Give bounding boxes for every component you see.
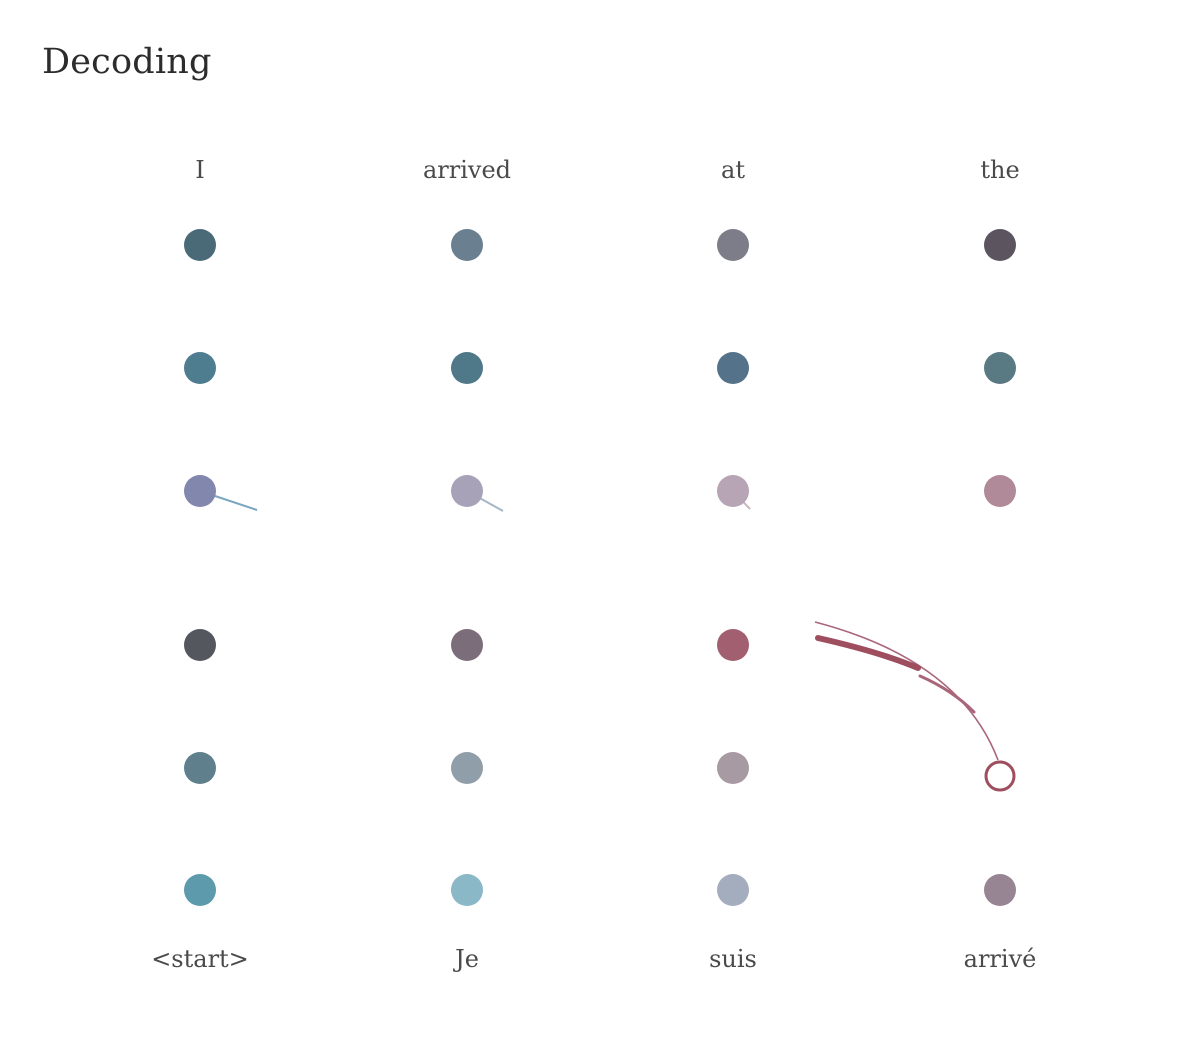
- active-decoder-node: [984, 760, 1016, 792]
- hidden-state-grid: [184, 229, 1016, 906]
- attention-links: [199, 490, 1001, 512]
- state-node: [451, 229, 483, 261]
- state-node: [984, 229, 1016, 261]
- bottom-word: <start>: [151, 945, 249, 973]
- state-node: [184, 475, 216, 507]
- top-word: the: [980, 156, 1019, 184]
- state-node: [984, 352, 1016, 384]
- state-node: [451, 629, 483, 661]
- bottom-word: arrivé: [964, 945, 1037, 973]
- state-node: [717, 629, 749, 661]
- bottom-word: Je: [452, 945, 479, 973]
- page-title: Decoding: [42, 42, 212, 82]
- attention-arc: [918, 674, 976, 714]
- state-node: [717, 229, 749, 261]
- state-node: [984, 475, 1016, 507]
- state-node: [717, 352, 749, 384]
- top-word-row: I arrived at the: [195, 156, 1019, 184]
- state-node: [717, 874, 749, 906]
- state-node: [184, 629, 216, 661]
- state-node: [184, 352, 216, 384]
- top-word: at: [721, 156, 745, 184]
- top-word: I: [195, 156, 204, 184]
- state-node: [451, 874, 483, 906]
- state-node: [184, 229, 216, 261]
- bottom-word-row: <start> Je suis arrivé: [151, 945, 1036, 973]
- state-node: [451, 352, 483, 384]
- state-node: [984, 874, 1016, 906]
- state-node: [717, 475, 749, 507]
- attention-arcs: [814, 621, 999, 761]
- state-node: [184, 752, 216, 784]
- state-node: [184, 874, 216, 906]
- bottom-word: suis: [709, 945, 757, 973]
- attention-arc: [815, 635, 921, 671]
- state-node: [451, 752, 483, 784]
- state-node: [717, 752, 749, 784]
- top-word: arrived: [423, 156, 511, 184]
- attention-arc: [814, 621, 999, 761]
- state-node: [451, 475, 483, 507]
